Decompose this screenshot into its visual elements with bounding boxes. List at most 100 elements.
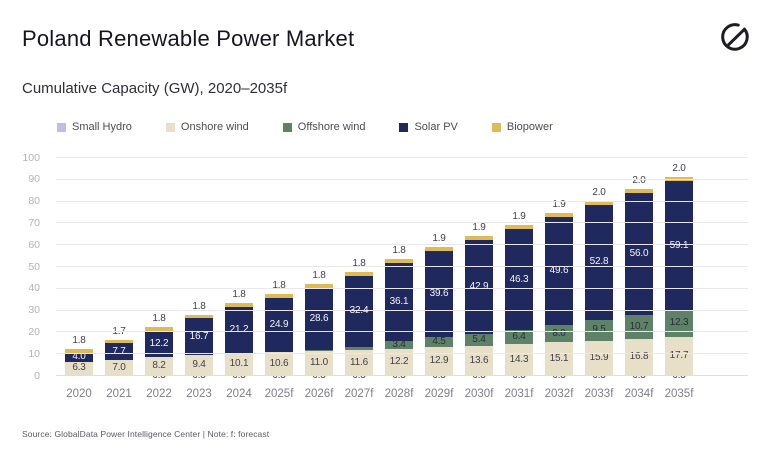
segment-onshore-wind-2032f [545,342,573,376]
segment-biopower-2021 [105,339,133,344]
segment-onshore-wind-2034f [625,338,653,376]
gridline-40 [56,287,748,289]
segment-offshore-wind-2030f [465,333,493,346]
bar-slot-2031f: 0.314.36.446.31.9 [499,158,539,381]
bar-2024: 0.310.121.21.8 [225,290,253,381]
bar-2023: 0.39.416.71.8 [185,301,213,381]
x-axis: 2020 2021 2022 2023 2024 2025f 2026f 2027f 2028f… [59,388,699,400]
value-label-offshore-wind-2028f: 3.4 [392,339,406,351]
gridline-100 [56,157,748,158]
bar-2034f: 0.316.810.756.02.0 [625,175,653,381]
x-axis-label-2024: 2024 [226,388,252,400]
segment-onshore-wind-2033f [585,340,613,376]
segment-solar-pv-2031f [505,229,533,331]
segment-offshore-wind-2031f [505,330,533,345]
segment-solar-pv-2025f [265,297,293,353]
segment-biopower-2029f [425,246,453,252]
gridline-10 [56,353,748,355]
globaldata-logo-icon [721,23,749,51]
value-label-solar-pv-2035f: 59.1 [670,240,689,251]
value-label-solar-pv-2033f: 52.8 [589,256,609,268]
value-label-onshore-wind-2022: 8.2 [152,360,166,372]
value-label-biopower-2024: 1.8 [232,289,246,301]
value-label-biopower-2027f: 1.8 [352,258,366,270]
bar-2031f: 0.314.36.446.31.9 [505,212,533,381]
x-axis-label-2034f: 2034f [624,388,654,400]
value-label-biopower-2020: 1.8 [72,334,86,346]
bar-slot-2024: 0.310.121.21.8 [219,158,259,381]
x-axis-label-2035f: 2035f [664,388,694,400]
value-label-onshore-wind-2033f: 15.9 [589,352,609,364]
value-label-onshore-wind-2030f: 13.6 [469,354,489,366]
plot-area: 6.34.01.87.07.71.70.38.212.21.80.39.416.… [56,157,748,381]
x-axis-label-2033f: 2033f [584,388,614,400]
segment-offshore-wind-2033f [585,319,613,341]
bar-slot-2028f: 0.312.23.436.11.8 [379,158,419,381]
gridline-50 [56,266,748,267]
segment-onshore-wind-2035f [665,336,693,376]
segment-biopower-2028f [385,258,413,263]
segment-solar-pv-2029f [425,251,453,338]
y-axis-label-50: 50 [28,260,40,273]
segment-biopower-2033f [585,200,613,205]
segment-biopower-2024 [225,303,253,308]
value-label-solar-pv-2025f: 24.9 [269,319,289,331]
x-axis-label-2022: 2022 [146,388,172,400]
segment-offshore-wind-2029f [425,337,453,348]
segment-onshore-wind-2031f [505,344,533,376]
value-label-solar-pv-2028f: 36.1 [389,296,409,307]
y-axis-label-60: 60 [28,238,40,251]
value-label-offshore-wind-2032f: 8.0 [552,327,566,339]
x-axis-label-2027f: 2027f [344,388,374,400]
x-axis-label-2029f: 2029f [424,388,454,400]
value-label-biopower-2026f: 1.8 [312,269,326,281]
value-label-biopower-2035f: 2.0 [672,162,686,174]
value-label-solar-pv-2026f: 28.6 [309,312,329,324]
bar-slot-2026f: 0.311.028.61.8 [299,158,339,381]
gridline-60 [56,244,748,246]
legend-swatch-small-hydro [57,122,66,132]
x-axis-label-2021: 2021 [106,388,132,400]
bar-slot-2021: 7.0 7.7 1.7 [99,158,139,376]
value-label-offshore-wind-2035f: 12.3 [669,317,689,329]
bar-slot-2020: 6.3 4.0 1.8 [59,158,99,376]
value-label-solar-pv-2029f: 39.6 [429,288,449,300]
value-label-biopower-2028f: 1.8 [392,244,406,256]
y-axis-label-0: 0 [34,369,40,382]
value-label-solar-pv-2031f: 46.3 [509,273,529,285]
value-label-biopower-2032f: 1.9 [552,198,566,210]
value-label-offshore-wind-2034f: 10.7 [629,321,649,333]
value-label-onshore-wind-2035f: 17.7 [669,350,689,362]
value-label-biopower-2021: 1.7 [112,325,126,337]
legend-label: Biopower [506,121,553,133]
x-axis-label-2032f: 2032f [544,388,574,400]
segment-offshore-wind-2034f [625,315,653,339]
x-axis-label-2026f: 2026f [304,388,334,400]
value-label-onshore-wind-2032f: 15.1 [549,352,569,364]
segment-solar-pv-2020 [65,352,93,362]
y-axis: 0 10 20 30 40 50 60 70 80 90 100 [14,152,48,382]
legend-label: Onshore wind [180,121,249,133]
bar-2020: 6.3 4.0 1.8 [65,335,93,376]
value-label-offshore-wind-2029f: 4.5 [432,336,446,348]
value-label-onshore-wind-2029f: 12.9 [429,355,449,367]
segment-biopower-2026f [305,283,333,288]
value-label-biopower-2034f: 2.0 [632,174,646,186]
value-label-offshore-wind-2031f: 6.4 [512,331,526,343]
segment-biopower-2031f [505,225,533,230]
legend-label: Small Hydro [72,121,132,133]
value-label-biopower-2022: 1.8 [152,312,166,324]
segment-onshore-wind-2029f [425,347,453,376]
legend-label: Solar PV [414,121,458,133]
value-label-biopower-2023: 1.8 [192,300,206,312]
segment-onshore-wind-2022 [145,357,173,376]
value-label-onshore-wind-2026f: 11.0 [310,357,328,369]
bar-2030f: 0.313.65.442.91.9 [465,223,493,381]
value-label-biopower-2030f: 1.9 [472,222,486,234]
value-label-onshore-wind-2025f: 10.6 [269,357,289,369]
legend-swatch-biopower [491,122,501,132]
legend-item-onshore-wind: Onshore wind [165,121,249,133]
segment-offshore-wind-2026f [305,350,333,352]
segment-biopower-2025f [265,294,293,298]
legend-swatch-offshore-wind [282,122,292,132]
